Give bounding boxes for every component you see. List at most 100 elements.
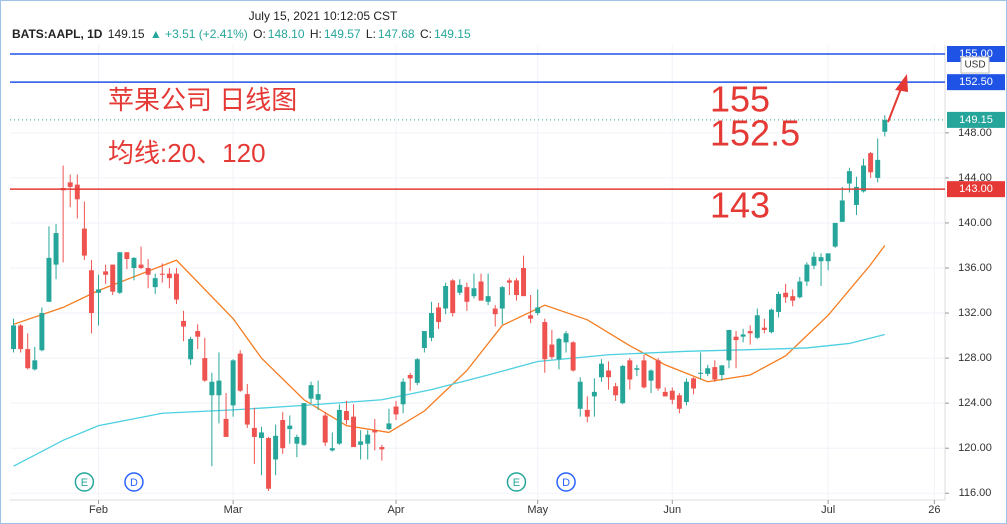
event-marker bbox=[506, 472, 527, 492]
x-tick-label: Apr bbox=[387, 504, 404, 516]
y-tick-label: 120.00 bbox=[958, 442, 992, 454]
candle-body bbox=[173, 273, 179, 300]
candle-body bbox=[861, 165, 867, 192]
candle-body bbox=[74, 184, 80, 200]
event-label: D bbox=[130, 477, 138, 489]
x-tick-label: 26 bbox=[928, 504, 940, 516]
candle-body bbox=[287, 425, 293, 430]
candle-body bbox=[761, 327, 767, 330]
l-label: L: bbox=[365, 27, 376, 41]
arrow-shaft bbox=[887, 85, 903, 123]
candle-body bbox=[506, 280, 512, 283]
arrow-head bbox=[895, 74, 908, 92]
event-label: D bbox=[562, 477, 570, 489]
candle-body bbox=[733, 336, 739, 341]
candle-body bbox=[407, 374, 413, 379]
annotation: 155 bbox=[710, 79, 770, 120]
candle-body bbox=[96, 289, 102, 293]
candle-body bbox=[117, 252, 123, 293]
candle-body bbox=[393, 406, 399, 415]
timestamp: July 15, 2021 10:12:05 CST bbox=[248, 9, 398, 23]
annotation: 均线:20、120 bbox=[108, 138, 266, 168]
candle-body bbox=[308, 385, 314, 399]
last-price: 149.15 bbox=[107, 27, 145, 41]
candle-body bbox=[882, 119, 888, 132]
close: 149.15 bbox=[433, 27, 471, 41]
candle-body bbox=[754, 315, 760, 338]
y-tick-label: 148.00 bbox=[958, 127, 992, 139]
y-tick-label: 116.00 bbox=[959, 487, 992, 499]
candle-body bbox=[513, 280, 519, 296]
candle-body bbox=[471, 288, 477, 297]
candle-body bbox=[542, 322, 548, 360]
candle-body bbox=[776, 293, 782, 312]
candle-body bbox=[591, 391, 597, 397]
candle-body bbox=[81, 228, 87, 256]
candle-body bbox=[768, 309, 774, 333]
candle-body bbox=[811, 256, 817, 266]
candle-body bbox=[67, 182, 73, 187]
candle-body bbox=[648, 370, 654, 381]
candle-body bbox=[634, 368, 640, 370]
candle-body bbox=[329, 448, 335, 451]
candle-body bbox=[492, 308, 498, 315]
candle-body bbox=[464, 287, 470, 302]
candle-body bbox=[421, 331, 427, 348]
candle-body bbox=[832, 222, 838, 247]
event-label: E bbox=[81, 477, 88, 489]
price-label: 143.00 bbox=[959, 183, 993, 195]
candle-body bbox=[315, 394, 321, 400]
candle-body bbox=[443, 286, 449, 309]
candle-body bbox=[131, 257, 137, 268]
currency-box bbox=[960, 56, 990, 74]
candle-body bbox=[804, 264, 810, 282]
candle-body bbox=[280, 420, 286, 449]
legend-bar: BATS:AAPL, 1D 149.15 ▲ +3.51 (+2.41%) O:… bbox=[12, 27, 473, 41]
candle-body bbox=[46, 257, 52, 302]
candle-body bbox=[124, 252, 130, 259]
candle-body bbox=[655, 360, 661, 389]
candle-body bbox=[103, 271, 109, 275]
y-tick-label: 136.00 bbox=[958, 262, 992, 274]
candle-body bbox=[244, 394, 250, 425]
candle-body bbox=[294, 436, 300, 444]
candle-body bbox=[145, 267, 151, 275]
candle-body bbox=[868, 153, 874, 173]
candle-body bbox=[740, 334, 746, 337]
candle-body bbox=[436, 307, 442, 323]
candle-body bbox=[797, 281, 803, 298]
candle-body bbox=[584, 409, 590, 417]
candle-body bbox=[159, 273, 165, 275]
candle-body bbox=[528, 315, 534, 319]
event-label: E bbox=[513, 477, 520, 489]
candle-body bbox=[166, 273, 172, 279]
candle-body bbox=[188, 338, 194, 360]
candle-body bbox=[747, 331, 753, 334]
y-tick-label: 132.00 bbox=[958, 307, 992, 319]
candle-body bbox=[152, 278, 158, 288]
candle-body bbox=[669, 390, 675, 400]
candle-body bbox=[556, 338, 562, 360]
candle-body bbox=[691, 378, 697, 389]
candle-body bbox=[726, 329, 732, 361]
price-label: 152.50 bbox=[959, 76, 993, 88]
candle-body bbox=[358, 441, 364, 445]
annotation: 143 bbox=[710, 185, 770, 226]
price-label-box bbox=[947, 74, 1005, 91]
y-tick-label: 124.00 bbox=[958, 397, 992, 409]
x-tick-label: Mar bbox=[224, 504, 243, 516]
candle-body bbox=[266, 438, 272, 489]
candle-body bbox=[18, 325, 24, 350]
moving-average bbox=[13, 245, 886, 434]
candle-body bbox=[428, 313, 434, 338]
x-tick-label: Feb bbox=[89, 504, 108, 516]
candle-body bbox=[195, 331, 201, 337]
candle-body bbox=[790, 296, 796, 301]
symbol: BATS:AAPL, 1D bbox=[12, 27, 103, 41]
candle-body bbox=[485, 296, 491, 302]
h-label: H: bbox=[309, 27, 322, 41]
candle-body bbox=[181, 320, 187, 327]
change: ▲ +3.51 (+2.41%) bbox=[149, 27, 248, 41]
